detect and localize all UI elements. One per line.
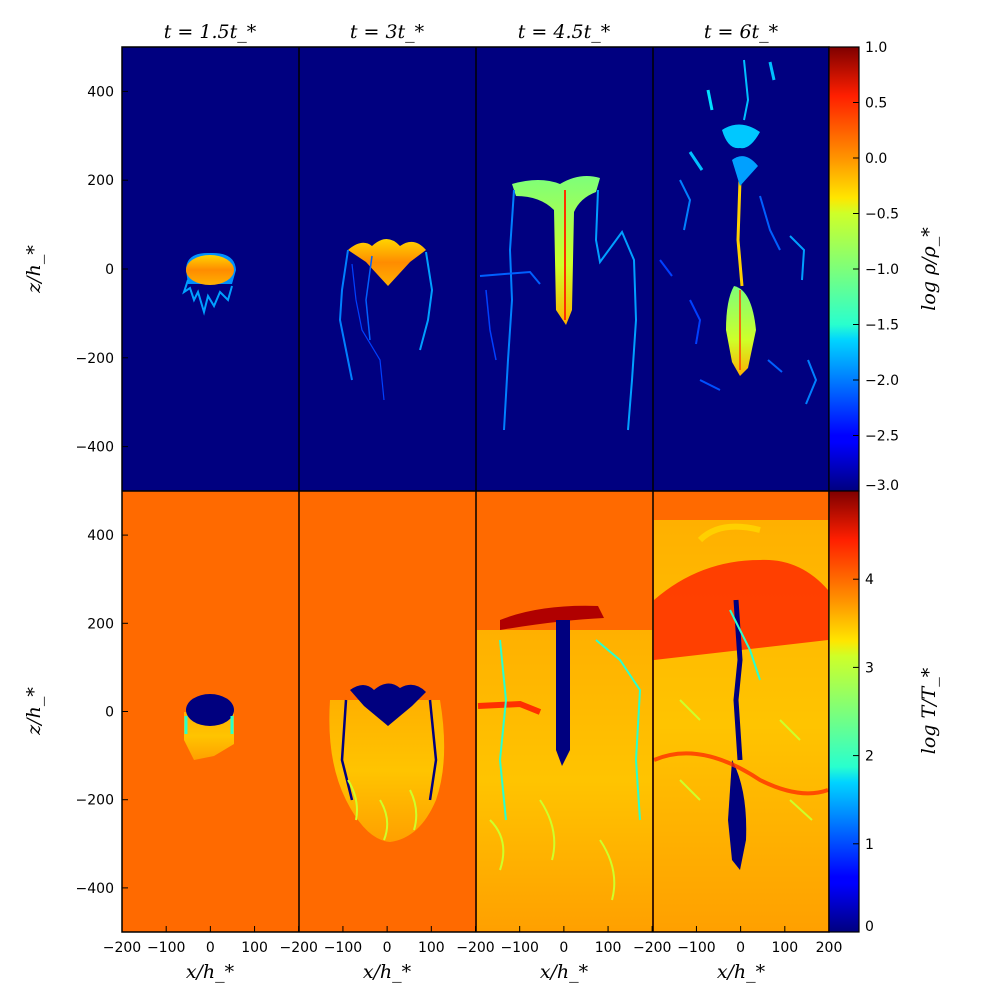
xlabel-1: x/h_*: [186, 961, 235, 983]
x-tick-label: 0: [736, 940, 745, 956]
x-tick-label: 0: [383, 940, 392, 956]
temperature-feature-p1: [184, 694, 234, 760]
colorbar-tick-label: −2.5: [865, 429, 899, 445]
x-tick-label: −100: [147, 940, 185, 956]
colorbar-density-ticks: 1.0 0.5 0.0 −0.5 −1.0 −1.5 −2.0 −2.5 −3.0: [853, 40, 899, 494]
temperature-feature-p4: [653, 520, 829, 931]
x-tick-label: 0: [559, 940, 568, 956]
x-tick-label: 100: [771, 940, 798, 956]
colorbar-tick-label: 0.0: [865, 151, 887, 167]
column-title-4: t = 6t_*: [704, 21, 779, 43]
colorbar-tick-label: 3: [865, 660, 874, 676]
density-feature-p2: [338, 239, 434, 401]
colorbar-tick-label: −3.0: [865, 478, 899, 494]
ylabel-bottom: z/h_*: [23, 687, 45, 736]
colorbar-tick-label: 1: [865, 837, 874, 853]
column-title-2: t = 3t_*: [350, 21, 425, 43]
colorbar-density-label: log ρ/ρ_*: [918, 227, 940, 311]
y-tick-label: 400: [87, 84, 114, 100]
x-tick-label: −100: [677, 940, 715, 956]
density-feature-p1: [182, 252, 236, 316]
x-tick-label: 100: [241, 940, 268, 956]
y-tick-label: 400: [87, 528, 114, 544]
temperature-feature-p2: [329, 683, 445, 842]
column-titles: t = 1.5t_* t = 3t_* t = 4.5t_* t = 6t_*: [164, 21, 779, 43]
x-tick-label: 100: [418, 940, 445, 956]
y-tick-label: 0: [105, 262, 114, 278]
x-tick-label: 200: [816, 940, 843, 956]
temperature-feature-p3: [477, 605, 652, 931]
xlabel-2: x/h_*: [363, 961, 412, 983]
colorbar-tick-label: 0.5: [865, 96, 887, 112]
y-tick-label: 200: [87, 173, 114, 189]
xlabel-3: x/h_*: [540, 961, 589, 983]
density-row: [122, 47, 829, 491]
colorbar-tick-label: 0: [865, 919, 874, 935]
x-tick-label: −200: [633, 940, 671, 956]
density-feature-p3: [479, 176, 638, 431]
colorbar-tick-label: −2.0: [865, 373, 899, 389]
colorbar-tick-label: 2: [865, 749, 874, 765]
column-title-3: t = 4.5t_*: [518, 21, 611, 43]
x-axis-ticks: −200 −100 0 100 −200 −100 0 100 −200 −100 0 100 −200…: [103, 926, 843, 956]
x-tick-label: −100: [500, 940, 538, 956]
y-tick-label: −400: [76, 440, 114, 456]
x-tick-label: 100: [595, 940, 622, 956]
y-tick-label: −400: [76, 881, 114, 897]
x-tick-label: −200: [456, 940, 494, 956]
colorbar-tick-label: −0.5: [865, 207, 899, 223]
y-tick-label: −200: [76, 793, 114, 809]
ylabel-top: z/h_*: [23, 245, 45, 294]
colorbar-temperature-label: log T/T_*: [918, 667, 940, 754]
colorbar-tick-label: 4: [865, 572, 874, 588]
colorbar-tick-label: 1.0: [865, 40, 887, 56]
xlabel-4: x/h_*: [717, 961, 766, 983]
x-tick-label: −100: [324, 940, 362, 956]
xlabels: x/h_* x/h_* x/h_* x/h_*: [186, 961, 766, 983]
y-axis-ticks-top: −400 −200 0 200 400: [76, 84, 128, 456]
colorbar-tick-label: −1.5: [865, 318, 899, 334]
y-tick-label: −200: [76, 351, 114, 367]
x-tick-label: 0: [206, 940, 215, 956]
column-title-1: t = 1.5t_*: [164, 21, 257, 43]
density-feature-p4: [659, 59, 818, 405]
y-axis-ticks-bottom: −400 −200 0 200 400: [76, 528, 128, 897]
x-tick-label: −200: [280, 940, 318, 956]
colorbar-tick-label: −1.0: [865, 262, 899, 278]
temperature-row: [122, 491, 829, 932]
colorbar-temperature-ticks: 4 3 2 1 0: [853, 572, 874, 935]
y-tick-label: 200: [87, 616, 114, 632]
x-tick-label: −200: [103, 940, 141, 956]
y-tick-label: 0: [105, 705, 114, 721]
colorbar-temperature: [828, 490, 860, 933]
